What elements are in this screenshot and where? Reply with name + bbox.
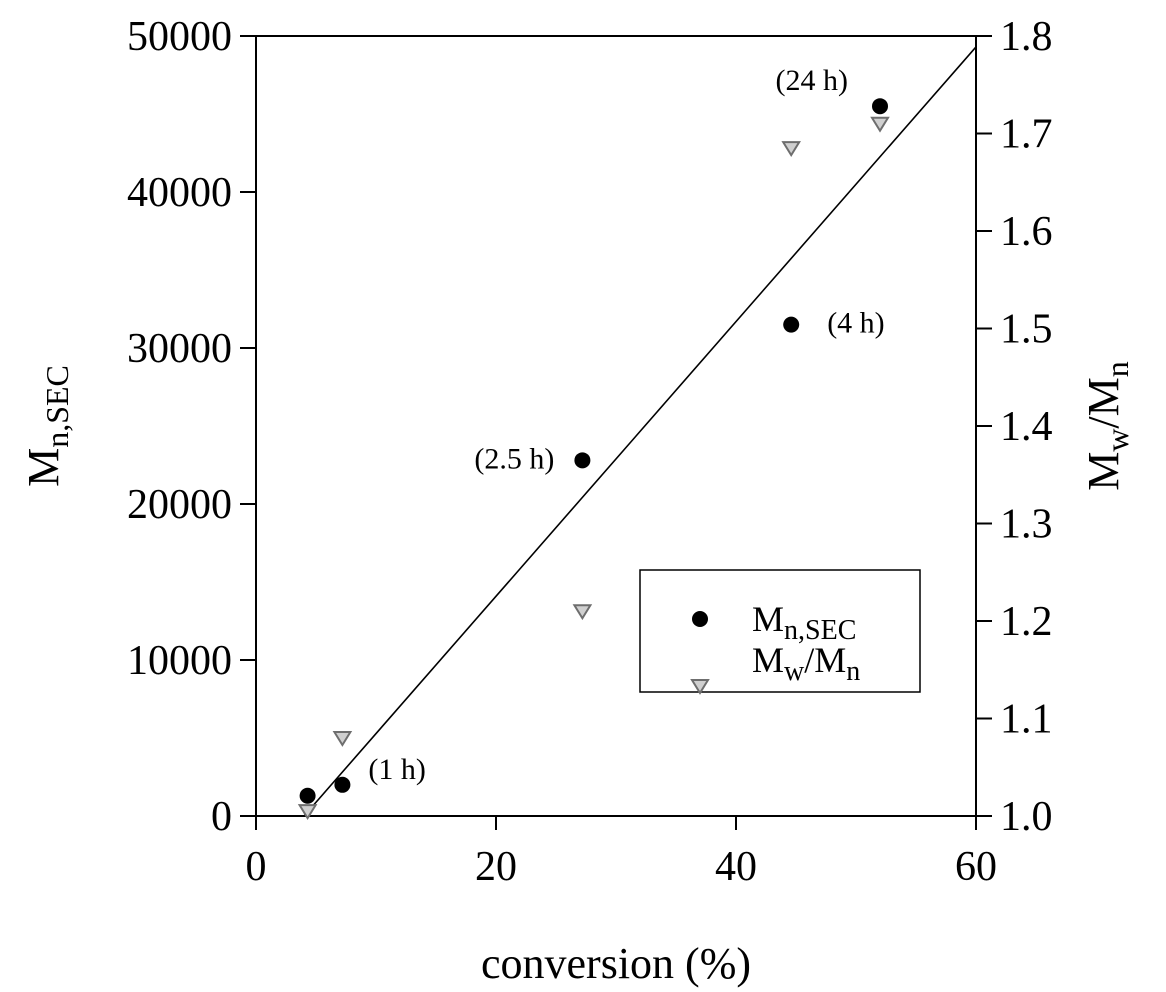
x-axis-title: conversion (%) xyxy=(481,939,751,988)
y-right-tick-label: 1.8 xyxy=(1000,14,1053,60)
point-mn-sec xyxy=(872,98,888,115)
legend-label-mw-mn: Mw/Mn xyxy=(752,640,860,687)
legend: Mn,SEC Mw/Mn xyxy=(639,569,921,695)
legend-box xyxy=(639,569,921,693)
point-mw-mn xyxy=(781,141,801,158)
y-left-axis-title: Mn,SEC xyxy=(19,365,75,487)
x-tick-label: 40 xyxy=(715,844,757,890)
legend-marker-mw-mn xyxy=(690,679,710,695)
y-right-axis-title: Mw/Mn xyxy=(1079,361,1135,491)
y-right-tick-label: 1.1 xyxy=(1000,697,1053,743)
y-left-tick-label: 10000 xyxy=(127,638,232,684)
point-annotation: (1 h) xyxy=(368,753,425,786)
y-left-tick-label: 20000 xyxy=(127,482,232,528)
y-right-tick-label: 1.5 xyxy=(1000,307,1053,353)
y-left-title-main: M xyxy=(19,448,68,487)
point-mw-mn xyxy=(572,604,593,621)
legend-marker-mn-sec xyxy=(692,611,708,627)
y-right-tick-label: 1.0 xyxy=(1000,794,1053,840)
y-right-title-a: M xyxy=(1079,452,1128,491)
plot-frame xyxy=(255,35,977,817)
y-left-axis-ticks: 0 10000 20000 30000 40000 50000 xyxy=(127,14,256,840)
x-tick-label: 0 xyxy=(246,844,267,890)
point-annotation: (2.5 h) xyxy=(474,442,554,475)
point-mn-sec xyxy=(334,776,351,793)
y-right-tick-label: 1.2 xyxy=(1000,599,1053,645)
y-left-tick-label: 50000 xyxy=(127,14,232,60)
point-mn-sec xyxy=(783,316,800,333)
y-right-title-b: M xyxy=(1079,377,1128,416)
point-annotation: (24 h) xyxy=(776,64,848,97)
y-right-title-slash: / xyxy=(1079,416,1128,429)
y-right-tick-label: 1.7 xyxy=(1000,112,1053,158)
fit-line xyxy=(303,46,977,817)
point-mw-mn xyxy=(297,804,318,821)
y-left-tick-label: 30000 xyxy=(127,326,232,372)
svg-text:Mw/Mn: Mw/Mn xyxy=(1079,361,1135,491)
point-mn-sec xyxy=(574,452,591,469)
y-left-title-sub: n,SEC xyxy=(39,365,75,448)
legend-label-mn-sec: Mn,SEC xyxy=(752,599,856,646)
data-points xyxy=(297,98,890,821)
y-right-tick-label: 1.6 xyxy=(1000,209,1053,255)
y-right-tick-label: 1.3 xyxy=(1000,502,1053,548)
y-right-title-a-sub: w xyxy=(1099,429,1135,452)
x-axis-ticks: 0 20 40 60 xyxy=(246,816,997,890)
y-left-tick-label: 0 xyxy=(211,794,232,840)
y-right-tick-label: 1.4 xyxy=(1000,404,1053,450)
x-tick-label: 20 xyxy=(475,844,517,890)
point-mn-sec xyxy=(299,787,316,804)
annotations: (1 h) (2.5 h) (4 h) (24 h) xyxy=(368,64,884,786)
point-mw-mn xyxy=(332,731,353,747)
svg-text:Mn,SEC: Mn,SEC xyxy=(19,365,75,487)
point-annotation: (4 h) xyxy=(827,307,884,340)
x-tick-label: 60 xyxy=(955,844,997,890)
fit-line-group xyxy=(303,46,977,817)
y-right-axis-ticks: 1.0 1.1 1.2 1.3 1.4 1.5 1.6 1.7 1.8 xyxy=(976,14,1053,840)
y-right-title-b-sub: n xyxy=(1099,361,1135,377)
point-mw-mn xyxy=(870,116,890,133)
y-left-tick-label: 40000 xyxy=(127,170,232,216)
